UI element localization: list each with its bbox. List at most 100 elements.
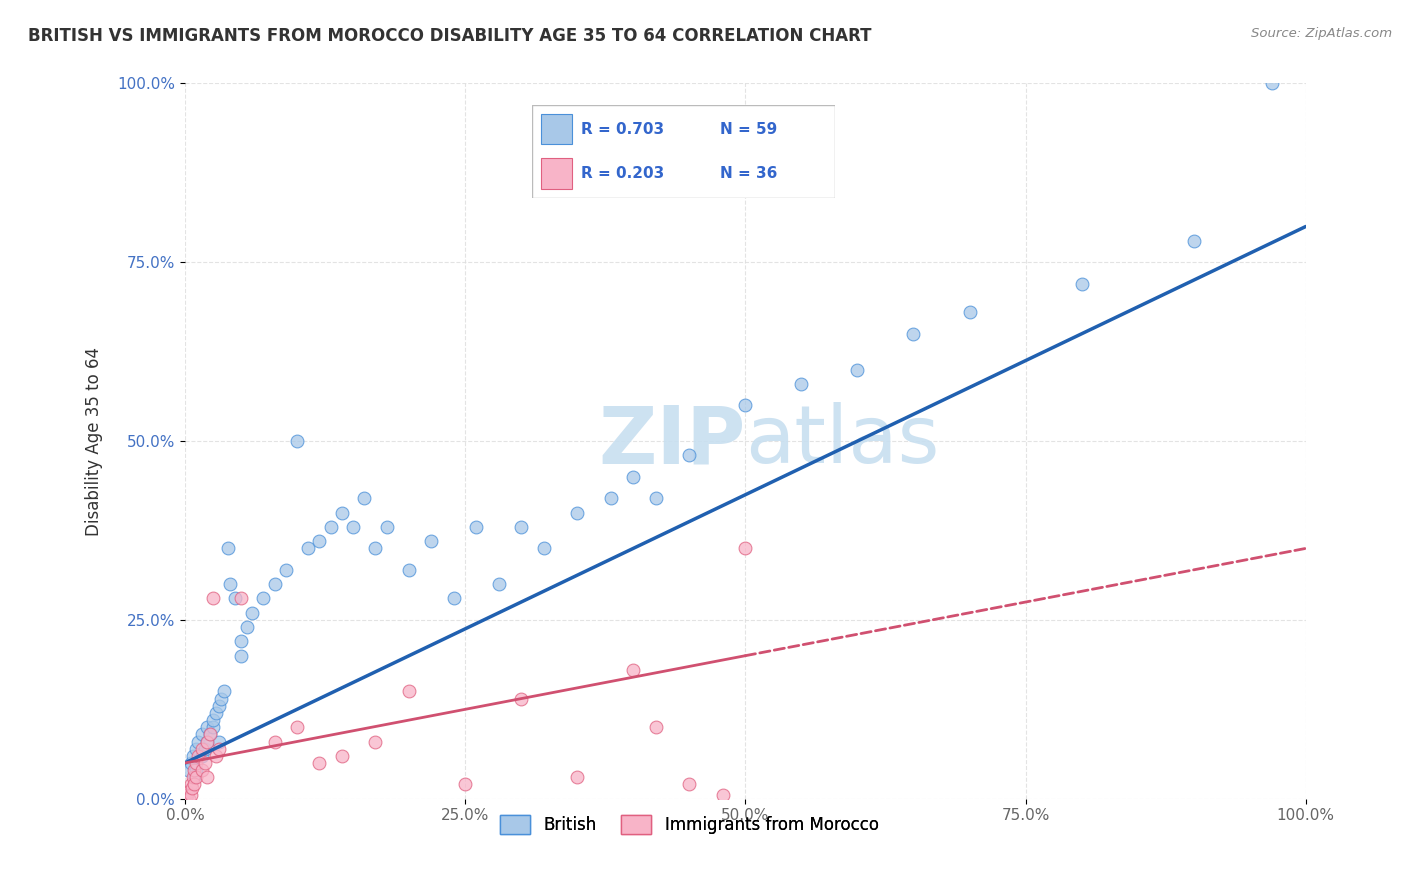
Point xyxy=(187,734,209,748)
Point xyxy=(190,748,212,763)
Point xyxy=(263,577,285,591)
Point xyxy=(644,720,666,734)
Point xyxy=(846,362,869,376)
Point xyxy=(342,520,364,534)
Point xyxy=(330,748,353,763)
Point xyxy=(567,506,589,520)
Point xyxy=(184,741,207,756)
Point xyxy=(224,591,246,606)
Text: BRITISH VS IMMIGRANTS FROM MOROCCO DISABILITY AGE 35 TO 64 CORRELATION CHART: BRITISH VS IMMIGRANTS FROM MOROCCO DISAB… xyxy=(28,27,872,45)
Y-axis label: Disability Age 35 to 64: Disability Age 35 to 64 xyxy=(86,347,103,535)
Point xyxy=(183,777,205,791)
Point xyxy=(443,591,465,606)
Point xyxy=(297,541,319,556)
Point xyxy=(229,591,252,606)
Point xyxy=(198,727,221,741)
Point xyxy=(375,520,398,534)
Point xyxy=(364,541,387,556)
Point xyxy=(181,748,204,763)
Text: Source: ZipAtlas.com: Source: ZipAtlas.com xyxy=(1251,27,1392,40)
Point xyxy=(711,788,734,802)
Point xyxy=(790,376,813,391)
Point xyxy=(183,763,205,777)
Point xyxy=(621,470,644,484)
Point xyxy=(190,741,212,756)
Point xyxy=(195,720,218,734)
Point xyxy=(229,634,252,648)
Point xyxy=(207,698,229,713)
Point xyxy=(1070,277,1092,291)
Point xyxy=(308,534,330,549)
Point xyxy=(212,684,235,698)
Point xyxy=(177,763,200,777)
Point xyxy=(252,591,274,606)
Point xyxy=(308,756,330,770)
Point xyxy=(177,784,200,798)
Point xyxy=(644,491,666,506)
Point xyxy=(465,520,488,534)
Point xyxy=(180,780,202,795)
Point xyxy=(190,727,212,741)
Point xyxy=(201,713,224,727)
Point xyxy=(194,756,217,770)
Point xyxy=(678,777,700,791)
Point xyxy=(198,727,221,741)
Point xyxy=(217,541,239,556)
Point xyxy=(205,706,228,720)
Point xyxy=(184,756,207,770)
Point xyxy=(195,734,218,748)
Point xyxy=(195,734,218,748)
Point xyxy=(734,541,756,556)
Legend: British, Immigrants from Morocco: British, Immigrants from Morocco xyxy=(494,808,886,840)
Point xyxy=(235,620,257,634)
Point xyxy=(194,741,217,756)
Point xyxy=(1182,234,1205,248)
Point xyxy=(183,770,205,784)
Point xyxy=(285,434,308,449)
Point xyxy=(207,741,229,756)
Point xyxy=(180,777,202,791)
Point xyxy=(510,691,533,706)
Point xyxy=(179,791,201,805)
Point xyxy=(209,691,232,706)
Point xyxy=(454,777,477,791)
Point xyxy=(420,534,443,549)
Point xyxy=(488,577,510,591)
Point xyxy=(285,720,308,734)
Point xyxy=(180,756,202,770)
Point xyxy=(959,305,981,319)
Point xyxy=(599,491,621,506)
Point xyxy=(510,520,533,534)
Point xyxy=(195,770,218,784)
Point xyxy=(903,326,925,341)
Point xyxy=(190,763,212,777)
Point xyxy=(398,684,420,698)
Point xyxy=(1261,77,1284,91)
Point xyxy=(184,770,207,784)
Text: ZIP: ZIP xyxy=(598,402,745,480)
Point xyxy=(218,577,240,591)
Point xyxy=(364,734,387,748)
Point xyxy=(207,734,229,748)
Point xyxy=(734,398,756,412)
Point xyxy=(319,520,342,534)
Point xyxy=(533,541,555,556)
Point xyxy=(229,648,252,663)
Point xyxy=(567,770,589,784)
Point xyxy=(398,563,420,577)
Point xyxy=(621,663,644,677)
Point xyxy=(330,506,353,520)
Point xyxy=(180,788,202,802)
Point xyxy=(240,606,263,620)
Point xyxy=(201,720,224,734)
Point xyxy=(184,763,207,777)
Point xyxy=(263,734,285,748)
Point xyxy=(274,563,297,577)
Point xyxy=(353,491,375,506)
Point xyxy=(205,748,228,763)
Point xyxy=(201,591,224,606)
Text: atlas: atlas xyxy=(745,402,939,480)
Point xyxy=(678,449,700,463)
Point xyxy=(181,770,204,784)
Point xyxy=(176,788,198,802)
